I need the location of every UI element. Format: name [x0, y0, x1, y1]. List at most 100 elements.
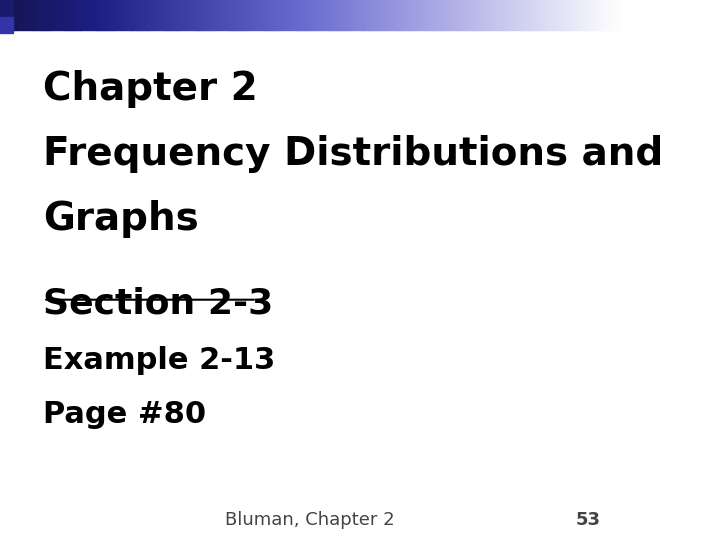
Bar [226, 0, 230, 30]
Bar [248, 0, 251, 30]
Bar [495, 0, 499, 30]
Bar [71, 0, 75, 30]
Bar [482, 0, 486, 30]
Bar [532, 0, 536, 30]
Bar [31, 0, 35, 30]
Bar [182, 0, 186, 30]
Bar [517, 0, 521, 30]
Bar [597, 0, 600, 30]
Bar [353, 0, 356, 30]
Bar [210, 0, 214, 30]
Bar [541, 0, 545, 30]
Bar [0, 17, 13, 33]
Bar [74, 0, 78, 30]
Bar [461, 0, 464, 30]
Bar [50, 0, 53, 30]
Bar [501, 0, 505, 30]
Bar [6, 0, 10, 30]
Bar [420, 0, 424, 30]
Bar [148, 0, 152, 30]
Bar [130, 0, 134, 30]
Bar [402, 0, 406, 30]
Bar [127, 0, 130, 30]
Bar [139, 0, 143, 30]
Bar [411, 0, 415, 30]
Bar [251, 0, 254, 30]
Bar [356, 0, 359, 30]
Bar [124, 0, 127, 30]
Text: Graphs: Graphs [43, 200, 199, 238]
Bar [449, 0, 452, 30]
Bar [377, 0, 381, 30]
Bar [616, 0, 619, 30]
Bar [0, 0, 4, 30]
Bar [108, 0, 112, 30]
Bar [12, 0, 16, 30]
Bar [195, 0, 199, 30]
Text: Bluman, Chapter 2: Bluman, Chapter 2 [225, 511, 394, 529]
Bar [582, 0, 585, 30]
Bar [300, 0, 304, 30]
Bar [102, 0, 106, 30]
Bar [121, 0, 125, 30]
Bar [523, 0, 526, 30]
Bar [105, 0, 109, 30]
Bar [365, 0, 369, 30]
Bar [294, 0, 297, 30]
Bar [570, 0, 573, 30]
Bar [117, 0, 121, 30]
Bar [606, 0, 610, 30]
Bar [62, 0, 66, 30]
Bar [266, 0, 270, 30]
Bar [279, 0, 282, 30]
Bar [263, 0, 266, 30]
Bar [15, 0, 19, 30]
Bar [40, 0, 44, 30]
Bar [37, 0, 41, 30]
Bar [396, 0, 400, 30]
Bar [310, 0, 313, 30]
Bar [544, 0, 548, 30]
Text: Section 2-3: Section 2-3 [43, 286, 274, 320]
Bar [399, 0, 402, 30]
Bar [372, 0, 375, 30]
Bar [415, 0, 418, 30]
Bar [433, 0, 437, 30]
Bar [436, 0, 440, 30]
Bar [59, 0, 63, 30]
Bar [96, 0, 99, 30]
Bar [253, 0, 257, 30]
Bar [322, 0, 325, 30]
Bar [213, 0, 217, 30]
Bar [81, 0, 84, 30]
Bar [282, 0, 285, 30]
Bar [408, 0, 412, 30]
Bar [3, 0, 6, 30]
Bar [520, 0, 523, 30]
Bar [204, 0, 208, 30]
Text: 53: 53 [575, 511, 600, 529]
Bar [260, 0, 264, 30]
Bar [470, 0, 474, 30]
Bar [566, 0, 570, 30]
Text: Page #80: Page #80 [43, 400, 207, 429]
Bar [241, 0, 245, 30]
Bar [334, 0, 338, 30]
Bar [585, 0, 588, 30]
Bar [539, 0, 542, 30]
Bar [489, 0, 492, 30]
Bar [136, 0, 140, 30]
Bar [346, 0, 350, 30]
Bar [473, 0, 477, 30]
Bar [513, 0, 517, 30]
Bar [143, 0, 146, 30]
Bar [563, 0, 567, 30]
Bar [535, 0, 539, 30]
Bar [297, 0, 301, 30]
Bar [235, 0, 239, 30]
Bar [337, 0, 341, 30]
Bar [152, 0, 156, 30]
Bar [504, 0, 508, 30]
Bar [53, 0, 56, 30]
Bar [591, 0, 595, 30]
